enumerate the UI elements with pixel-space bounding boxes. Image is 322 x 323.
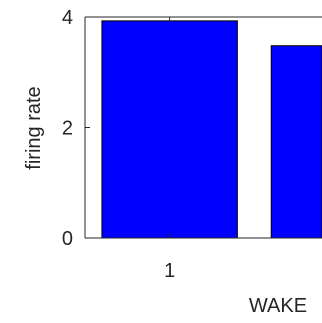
x-axis-label: WAKE	[249, 295, 307, 317]
y-tick-label: 4	[62, 7, 73, 29]
bar-1	[101, 20, 238, 239]
bars-group	[101, 20, 322, 239]
y-tick-label: 0	[62, 228, 73, 250]
y-ticks-group: 0 2 4	[62, 7, 90, 250]
bar-2	[270, 45, 322, 239]
y-axis-label: firing rate	[23, 86, 45, 169]
x-ticks-group: 1	[164, 17, 175, 282]
y-tick-label: 2	[62, 118, 73, 140]
x-tick-label: 1	[164, 260, 175, 282]
